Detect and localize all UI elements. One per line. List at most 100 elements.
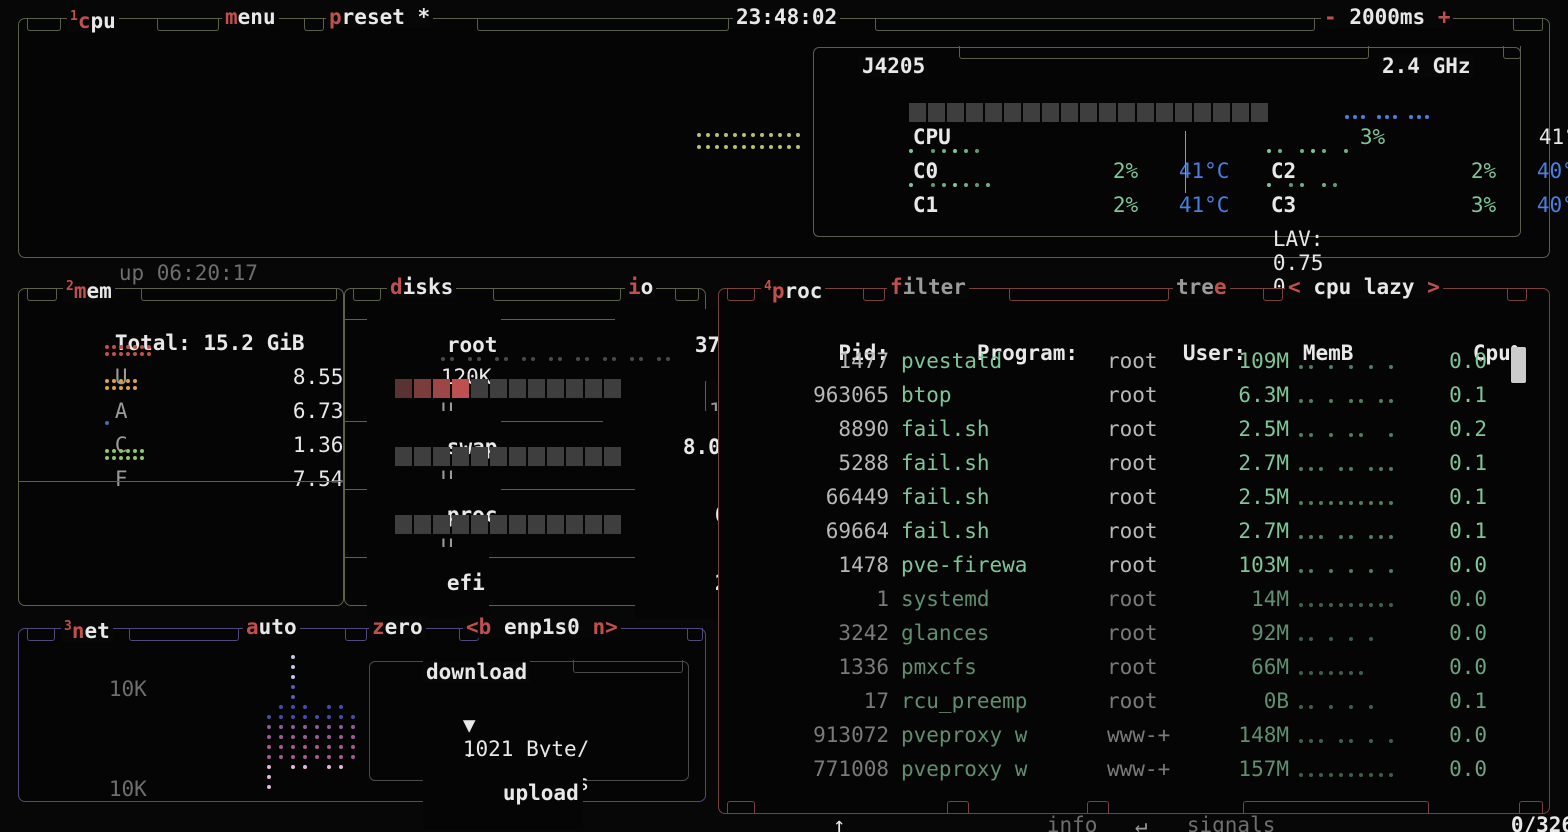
mem-row-key-text-0: U: [114, 365, 128, 389]
core-label-0: C0: [837, 135, 938, 207]
core-percent-text-2: 2%: [1470, 159, 1497, 183]
mem-row-key-text-3: F: [114, 467, 128, 491]
proc-panel-title[interactable]: 4proc: [761, 276, 826, 302]
mem-panel-title[interactable]: 2mem: [63, 276, 115, 302]
clock-stub-left: [477, 18, 729, 31]
core-temp-2: 40°C: [1461, 135, 1568, 207]
disk-size-0: 37G: [615, 309, 737, 381]
cpu-hotkey-number: 1: [70, 9, 78, 24]
cell-user: www-+: [1107, 723, 1171, 747]
proc-sort-selector[interactable]: < cpu lazy >: [1285, 276, 1443, 298]
net-scale-top: 10K: [33, 653, 147, 725]
info-label: info: [1046, 813, 1098, 832]
proc-filter-button[interactable]: filter: [887, 276, 969, 298]
sort-prev-button[interactable]: <: [1288, 275, 1301, 299]
proc-footer-signals[interactable]: signals: [1111, 789, 1276, 832]
cell-cpu-sparkline: [1299, 501, 1395, 509]
proc-footer-enter-icon: ↵: [1059, 789, 1148, 832]
cpu-panel: 1cpu menu preset * 23:48:02 - 2000ms + J…: [18, 6, 1568, 323]
interval-stub-right: [1513, 18, 1543, 31]
cell-user: root: [1107, 383, 1158, 407]
cpu-freq: 2.4 GHz: [1379, 55, 1474, 77]
core-name-3: C3: [1270, 193, 1297, 217]
net-panel-title[interactable]: 3net: [61, 616, 113, 642]
cell-pid: 963065: [813, 383, 889, 407]
core-graph-0: [909, 149, 1009, 163]
preset-button[interactable]: preset *: [326, 5, 434, 29]
net-next-interface-button[interactable]: n>: [592, 615, 618, 639]
proc-header-program[interactable]: Program:: [901, 317, 1078, 389]
enter-arrow-text: ↵: [1134, 813, 1148, 832]
cell-program: fail.sh: [901, 485, 990, 509]
net-prev-interface-button[interactable]: <b: [466, 615, 492, 639]
proc-header-pid[interactable]: Pid:: [749, 317, 889, 389]
cell-program: pveproxy w: [901, 723, 1028, 747]
disks-io-toggle[interactable]: io: [625, 276, 657, 298]
cell-program: fail.sh: [901, 519, 990, 543]
menu-button[interactable]: menu: [222, 6, 279, 28]
core-graph-1: [909, 183, 1009, 197]
sort-next-button[interactable]: >: [1427, 275, 1440, 299]
cell-cpu: 0.0: [1449, 723, 1487, 747]
interval-increase-button[interactable]: +: [1437, 5, 1451, 29]
cell-cpu: 0.1: [1449, 451, 1487, 475]
cpu-title-rest: pu: [90, 9, 116, 33]
cell-pid: 1477: [838, 349, 889, 373]
preset-modified-star: *: [417, 5, 431, 29]
mem-panel: 2mem Total: 15.2 GiB U 8.55 Gi A 6.73 Gi…: [18, 276, 381, 606]
disk-name-0: root: [367, 309, 502, 381]
mem-row-key-text-2: C: [114, 433, 128, 457]
cell-cpu: 0.0: [1449, 587, 1487, 611]
core-percent-2: 2%: [1395, 135, 1496, 207]
signals-label: signals: [1186, 813, 1276, 832]
cpu-model-text: J4205: [862, 54, 926, 78]
filter-hotkey-letter: f: [890, 275, 903, 299]
cell-mem: 0B: [1263, 689, 1289, 713]
cell-cpu-sparkline: [1299, 569, 1395, 577]
proc-footer-select[interactable]: ↑ select ↓: [757, 789, 909, 832]
disk-divider-root: [345, 319, 707, 320]
proc-header-mem[interactable]: MemB: [1227, 317, 1354, 389]
mem-row-key-3: F: [39, 443, 128, 515]
core-temp-text-3: 40°C: [1536, 193, 1568, 217]
core-percent-text-3: 3%: [1470, 193, 1497, 217]
mem-row-key-text-1: A: [114, 399, 128, 423]
cell-pid: 1: [876, 587, 889, 611]
net-chip-stub-far-right: [687, 628, 703, 641]
cell-cpu-sparkline: [1299, 467, 1395, 475]
interval-decrease-button[interactable]: -: [1324, 5, 1337, 29]
cell-program: pvestatd: [901, 349, 1003, 373]
menu-chip-stub: [157, 18, 219, 31]
interval-stub-left: [875, 18, 1315, 31]
proc-header-user[interactable]: User:: [1107, 317, 1246, 389]
core-percent-text-1: 2%: [1112, 193, 1139, 217]
core-label-1: C1: [837, 169, 938, 241]
proc-filter-stub-right: [1009, 288, 1169, 301]
cell-program: rcu_preemp: [901, 689, 1028, 713]
auto-hotkey-letter: a: [246, 615, 259, 639]
core-graph-3: [1267, 183, 1367, 197]
mem-title-rest: em: [86, 279, 112, 303]
select-up-arrow-icon: ↑: [832, 813, 846, 832]
core-temp-text-1: 41°C: [1178, 193, 1230, 217]
cpu-total-temp-text: 41°C: [1538, 125, 1568, 149]
disk-usage-meter-0: [395, 379, 621, 398]
net-interface-selector[interactable]: <b enp1s0 n>: [463, 616, 621, 638]
cpu-panel-title[interactable]: 1cpu: [67, 6, 119, 32]
net-chip-stub-right: [129, 628, 239, 641]
core-temp-0: 41°C: [1103, 135, 1230, 207]
core-temp-text-2: 40°C: [1536, 159, 1568, 183]
net-auto-toggle[interactable]: auto: [243, 616, 300, 638]
cpu-model-stub: [959, 46, 1369, 59]
proc-footer-stub-info: [947, 801, 969, 814]
cell-program: systemd: [901, 587, 990, 611]
net-zero-toggle[interactable]: zero: [369, 616, 426, 638]
disks-panel-title[interactable]: disks: [387, 276, 457, 298]
proc-scrollbar-thumb[interactable]: [1511, 347, 1526, 383]
cell-cpu-sparkline: [1299, 399, 1395, 407]
cell-cpu: 0.1: [1449, 689, 1487, 713]
proc-tree-toggle[interactable]: tree: [1173, 276, 1230, 298]
proc-footer-info[interactable]: info: [971, 789, 1098, 832]
interval-controls[interactable]: - 2000ms +: [1321, 5, 1454, 29]
cell-mem: 109M: [1238, 349, 1289, 373]
